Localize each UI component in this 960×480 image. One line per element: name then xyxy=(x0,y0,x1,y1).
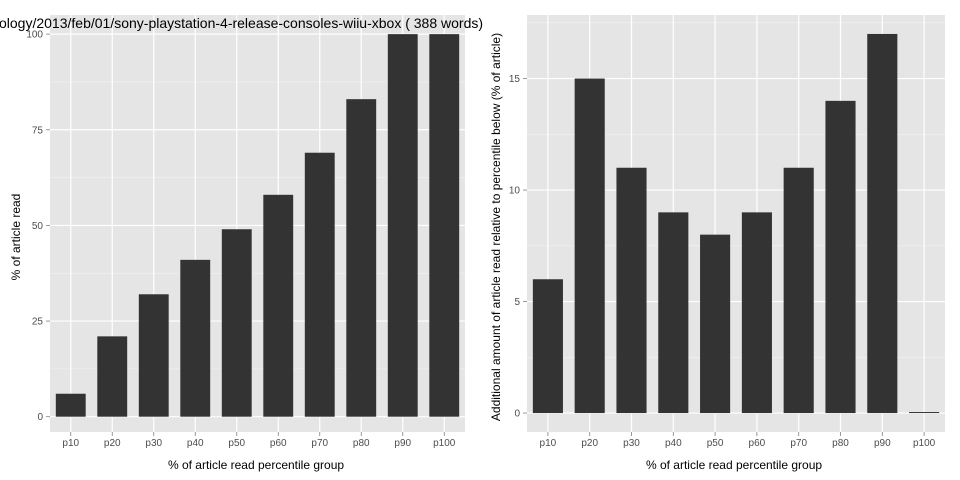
right-chart: 0 5 10 15 p10 p20 p30 p40 p50 p60 p70 p80 p90 p100 xyxy=(509,15,945,449)
y-axis-title-left: % of article read xyxy=(9,194,23,281)
right-bar-p40 xyxy=(658,212,689,414)
right-x-tick-label-p20: p20 xyxy=(581,438,598,449)
left-y-tick-label: 25 xyxy=(32,317,44,328)
right-y-tick-label: 15 xyxy=(509,74,521,85)
left-bar-p50 xyxy=(221,229,252,417)
right-bar-p20 xyxy=(574,78,605,414)
right-bar-p70 xyxy=(783,167,814,414)
right-bar-p60 xyxy=(741,212,772,414)
left-y-tick-label: 100 xyxy=(26,30,43,41)
left-bar-p100 xyxy=(429,34,460,417)
chart-title: ology/2013/feb/01/sony-playstation-4-rel… xyxy=(0,15,483,31)
right-x-tick-label-p90: p90 xyxy=(874,438,891,449)
left-x-tick-label-p60: p60 xyxy=(270,438,287,449)
left-x-tick-label-p30: p30 xyxy=(145,438,162,449)
x-axis-title-left: % of article read percentile group xyxy=(168,458,344,472)
right-x-tick-label-p30: p30 xyxy=(623,438,640,449)
right-bar-p100 xyxy=(909,412,940,414)
right-y-tick-label: 0 xyxy=(514,409,520,420)
left-x-tick-label-p70: p70 xyxy=(311,438,328,449)
right-x-tick-label-p40: p40 xyxy=(665,438,682,449)
y-axis-title-right: Additional amount of article read relati… xyxy=(489,33,503,421)
left-x-tick-label-p10: p10 xyxy=(62,438,79,449)
left-bar-p80 xyxy=(346,99,377,417)
left-bar-p60 xyxy=(263,194,294,417)
left-bar-p40 xyxy=(180,259,211,417)
left-y-tick-label: 50 xyxy=(32,221,44,232)
right-x-tick-label-p50: p50 xyxy=(707,438,724,449)
right-x-tick-label-p70: p70 xyxy=(790,438,807,449)
right-x-tick-label-p80: p80 xyxy=(832,438,849,449)
left-x-tick-label-p80: p80 xyxy=(353,438,370,449)
right-bar-p80 xyxy=(825,100,856,414)
right-bar-p10 xyxy=(532,279,563,414)
right-y-tick-label: 10 xyxy=(509,186,521,197)
right-x-tick-label-p10: p10 xyxy=(540,438,557,449)
left-x-tick-label-p50: p50 xyxy=(228,438,245,449)
right-bar-p30 xyxy=(616,167,647,414)
left-x-tick-label-p40: p40 xyxy=(187,438,204,449)
left-y-tick-label: 75 xyxy=(32,125,44,136)
left-x-tick-label-p20: p20 xyxy=(104,438,121,449)
right-bar-p90 xyxy=(867,33,898,414)
left-x-tick-label-p100: p100 xyxy=(433,438,456,449)
left-y-tick-label: 0 xyxy=(37,412,43,423)
left-bar-p20 xyxy=(97,336,128,417)
right-y-tick-label: 5 xyxy=(514,297,520,308)
right-x-tick-label-p60: p60 xyxy=(749,438,766,449)
left-bar-p70 xyxy=(304,152,335,417)
left-chart: 0 25 50 75 100 p10 p20 p30 p40 p50 p60 p70 p80 p90 p10… xyxy=(26,15,465,449)
x-axis-title-right: % of article read percentile group xyxy=(646,458,822,472)
right-bar-p50 xyxy=(700,234,731,414)
left-bar-p10 xyxy=(55,393,86,417)
left-bar-p90 xyxy=(387,34,418,417)
right-x-tick-label-p100: p100 xyxy=(913,438,936,449)
left-bar-p30 xyxy=(138,294,169,417)
left-x-tick-label-p90: p90 xyxy=(394,438,411,449)
